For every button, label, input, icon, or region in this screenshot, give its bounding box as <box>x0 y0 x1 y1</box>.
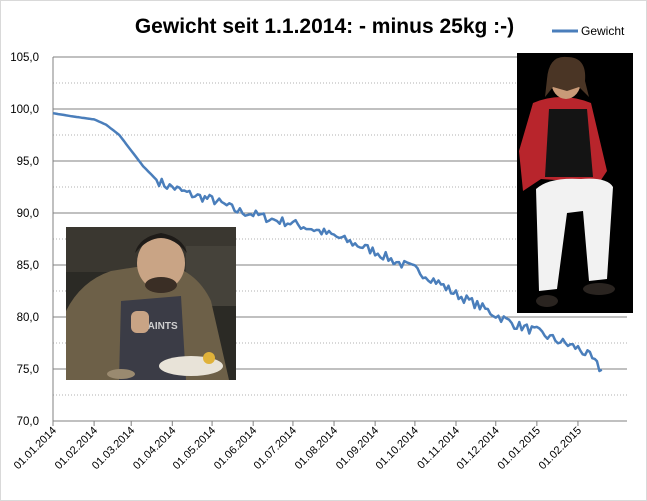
x-tick-label: 01.02.2015 <box>537 425 584 472</box>
y-tick-label: 105,0 <box>10 52 39 64</box>
chart-title: Gewicht seit 1.1.2014: - minus 25kg :-) <box>134 15 515 38</box>
series-line-gewicht <box>52 111 603 373</box>
photo-before: SAINTS <box>66 227 236 380</box>
series-layer <box>52 111 603 373</box>
y-tick-label: 90,0 <box>17 208 39 220</box>
x-tick-label: 01.01.2015 <box>496 425 543 472</box>
x-tick-label: 01.01.2014 <box>12 425 59 472</box>
y-tick-label: 95,0 <box>17 156 39 168</box>
y-tick-labels: 70,0 75,0 80,0 85,0 90,0 95,0 100,0 105,0 <box>10 52 39 428</box>
y-tick-label: 80,0 <box>17 312 39 324</box>
axis-layer <box>52 57 627 426</box>
x-tick-label: 01.05.2014 <box>171 425 218 472</box>
photo-after <box>517 53 633 313</box>
y-tick-label: 75,0 <box>17 364 39 376</box>
y-tick-label: 100,0 <box>10 104 39 116</box>
legend-label: Gewicht <box>581 24 625 38</box>
y-tick-label: 70,0 <box>17 416 39 428</box>
y-tick-label: 85,0 <box>17 260 39 272</box>
x-tick-label: 01.07.2014 <box>252 425 299 472</box>
x-tick-label: 01.10.2014 <box>374 425 421 472</box>
legend: Gewicht <box>552 24 625 38</box>
x-tick-label: 01.12.2014 <box>454 425 501 472</box>
svg-text:SAINTS: SAINTS <box>141 321 178 332</box>
x-tick-labels: 01.01.201401.02.201401.03.201401.04.2014… <box>12 425 584 472</box>
x-tick-label: 01.08.2014 <box>293 425 340 472</box>
